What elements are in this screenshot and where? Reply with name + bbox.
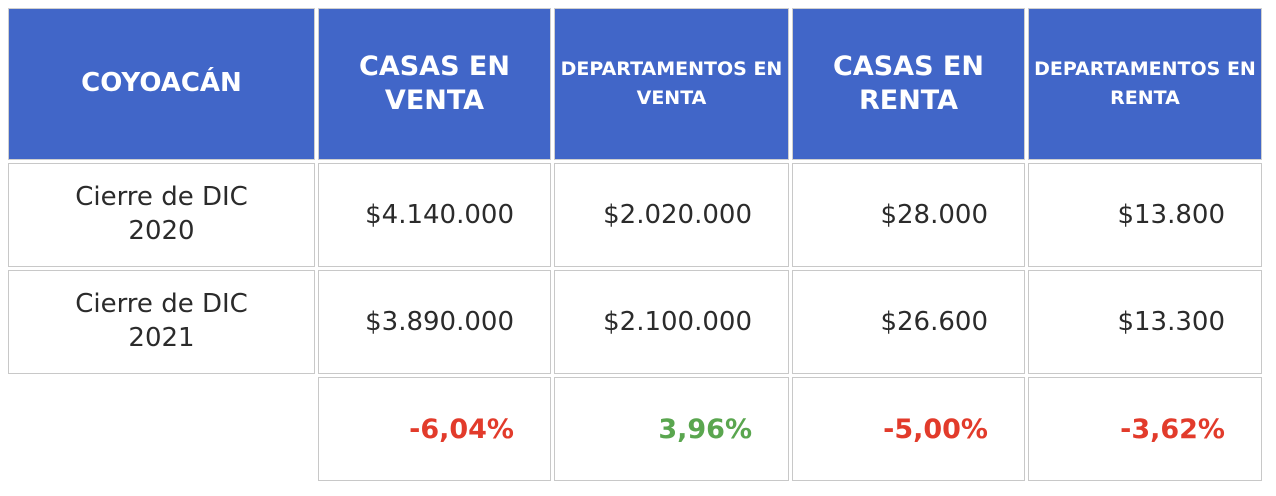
change-cell: -6,04% [318,377,551,481]
header-row: COYOACÁN CASAS EN VENTA DEPARTAMENTOS EN… [8,8,1262,160]
row-label: Cierre de DIC 2020 [8,163,315,267]
header-departamentos-en-renta: DEPARTAMENTOS EN RENTA [1028,8,1262,160]
table-cell: $28.000 [792,163,1025,267]
table-cell: $2.100.000 [554,270,789,374]
table-cell: $4.140.000 [318,163,551,267]
table-cell: $13.800 [1028,163,1262,267]
header-casas-en-renta: CASAS EN RENTA [792,8,1025,160]
header-coyoacan: COYOACÁN [8,8,315,160]
table-cell: $2.020.000 [554,163,789,267]
row-label: Cierre de DIC 2021 [8,270,315,374]
table-cell: $26.600 [792,270,1025,374]
table-cell: $13.300 [1028,270,1262,374]
header-casas-en-venta: CASAS EN VENTA [318,8,551,160]
table-cell: $3.890.000 [318,270,551,374]
table-row: Cierre de DIC 2020 $4.140.000 $2.020.000… [8,163,1262,267]
empty-cell [8,377,315,481]
change-cell: 3,96% [554,377,789,481]
change-cell: -3,62% [1028,377,1262,481]
change-row: -6,04% 3,96% -5,00% -3,62% [8,377,1262,481]
change-cell: -5,00% [792,377,1025,481]
header-departamentos-en-venta: DEPARTAMENTOS EN VENTA [554,8,789,160]
price-comparison-table: COYOACÁN CASAS EN VENTA DEPARTAMENTOS EN… [5,5,1265,484]
table-row: Cierre de DIC 2021 $3.890.000 $2.100.000… [8,270,1262,374]
